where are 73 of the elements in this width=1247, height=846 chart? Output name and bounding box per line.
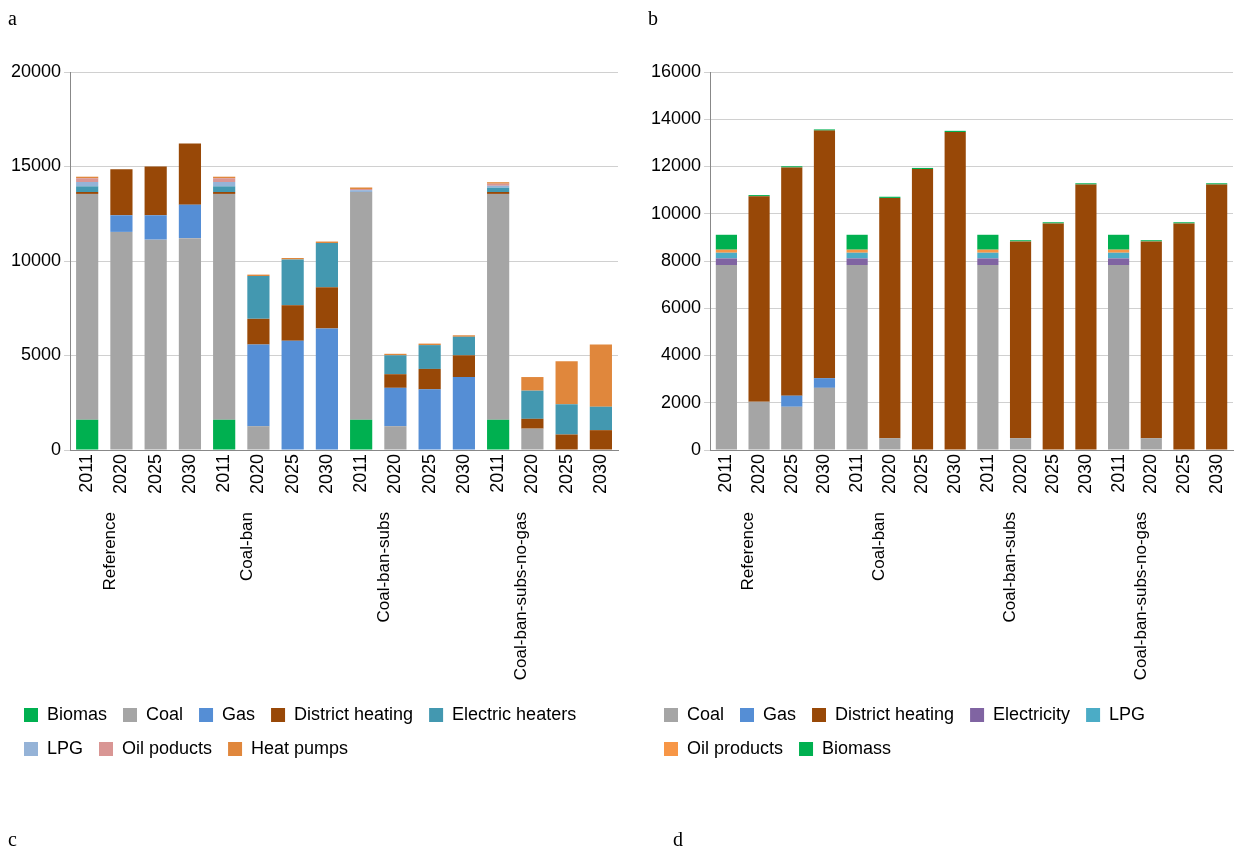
y-tick-label: 10000 bbox=[10, 249, 62, 270]
y-tick-label: 6000 bbox=[661, 297, 702, 318]
x-tick-label: 2011 bbox=[487, 454, 508, 493]
x-tick-label: 2011 bbox=[1107, 454, 1128, 493]
x-tick-label: 2025 bbox=[1172, 454, 1193, 495]
y-tick-label: 5000 bbox=[21, 344, 62, 365]
text: Reference bbox=[99, 512, 119, 591]
x-tick-label: 2030 bbox=[1205, 454, 1226, 495]
x-tick-label: 2020 bbox=[748, 454, 769, 495]
x-tick-label: 2020 bbox=[384, 454, 405, 495]
text: Coal-ban-subs bbox=[373, 512, 393, 623]
text: Coal-ban bbox=[869, 511, 889, 581]
text: Coal-ban-subs bbox=[999, 512, 1019, 623]
text: Coal-ban-subs-no-gas bbox=[1130, 512, 1150, 681]
x-tick-label: 2025 bbox=[281, 454, 302, 495]
legend-label: LPG bbox=[1109, 703, 1146, 724]
legend-label: Coal bbox=[146, 703, 184, 724]
chart-title: b bbox=[648, 7, 658, 30]
x-tick-label: 2011 bbox=[976, 454, 997, 493]
x-tick-label: 2020 bbox=[1009, 454, 1030, 495]
legend-label: Electricity bbox=[993, 703, 1071, 724]
x-tick-label: 2025 bbox=[144, 454, 165, 495]
x-tick-label: 2025 bbox=[555, 454, 576, 495]
legend-label: Gas bbox=[763, 703, 797, 724]
y-tick-label: 20000 bbox=[10, 60, 62, 81]
x-tick-label: 2030 bbox=[315, 454, 336, 495]
x-tick-label: 2025 bbox=[780, 454, 801, 495]
legend-label: Gas bbox=[222, 703, 256, 724]
x-tick-label: 2030 bbox=[1074, 454, 1095, 495]
x-tick-label: 2030 bbox=[813, 454, 834, 495]
chart-title: a bbox=[8, 7, 17, 30]
legend-label: Electric heaters bbox=[452, 703, 577, 724]
legend-label: Oil poducts bbox=[122, 737, 213, 758]
x-tick-label: 2025 bbox=[911, 454, 932, 495]
text: c bbox=[8, 828, 17, 846]
x-tick-label: 2025 bbox=[1042, 454, 1063, 495]
x-tick-label: 2011 bbox=[846, 454, 867, 493]
y-tick-label: 14000 bbox=[650, 108, 702, 129]
y-tick-label: 2000 bbox=[661, 391, 702, 412]
legend-label: Biomass bbox=[822, 737, 892, 758]
x-tick-label: 2011 bbox=[213, 454, 234, 493]
x-tick-label: 2011 bbox=[350, 454, 371, 493]
x-tick-label: 2030 bbox=[178, 454, 199, 495]
y-tick-label: 0 bbox=[691, 438, 702, 459]
x-tick-label: 2011 bbox=[715, 454, 736, 493]
y-tick-label: 12000 bbox=[650, 155, 702, 176]
x-tick-label: 2025 bbox=[418, 454, 439, 495]
x-tick-label: 2020 bbox=[110, 454, 131, 495]
text: Coal-ban-subs-no-gas bbox=[510, 512, 530, 681]
x-tick-label: 2020 bbox=[521, 454, 542, 495]
legend-label: District heating bbox=[835, 703, 955, 724]
y-tick-label: 10000 bbox=[650, 202, 702, 223]
y-tick-label: 8000 bbox=[661, 249, 702, 270]
x-tick-label: 2030 bbox=[589, 454, 610, 495]
legend-label: Biomas bbox=[47, 703, 108, 724]
text: Coal-ban bbox=[236, 511, 256, 581]
y-tick-label: 16000 bbox=[650, 60, 702, 81]
legend-label: LPG bbox=[47, 737, 84, 758]
y-tick-label: 4000 bbox=[661, 344, 702, 365]
x-tick-label: 2020 bbox=[1140, 454, 1161, 495]
text: Reference bbox=[738, 512, 758, 591]
x-tick-label: 2030 bbox=[452, 454, 473, 495]
legend-label: Heat pumps bbox=[251, 737, 349, 758]
x-tick-label: 2011 bbox=[76, 454, 97, 493]
y-tick-label: 0 bbox=[51, 438, 62, 459]
legend-label: District heating bbox=[294, 703, 414, 724]
legend-label: Oil products bbox=[687, 737, 784, 758]
text: d bbox=[673, 828, 683, 846]
x-tick-label: 2020 bbox=[247, 454, 268, 495]
x-tick-label: 2020 bbox=[878, 454, 899, 495]
y-tick-label: 15000 bbox=[10, 155, 62, 176]
legend-label: Coal bbox=[687, 703, 725, 724]
x-tick-label: 2030 bbox=[944, 454, 965, 495]
